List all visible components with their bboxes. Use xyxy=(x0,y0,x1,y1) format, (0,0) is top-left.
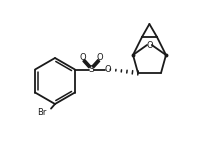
Text: O: O xyxy=(145,41,152,50)
Text: O: O xyxy=(104,65,111,74)
Text: S: S xyxy=(88,65,94,74)
Text: O: O xyxy=(79,53,86,62)
Text: O: O xyxy=(96,53,103,62)
Text: Br: Br xyxy=(38,109,47,117)
